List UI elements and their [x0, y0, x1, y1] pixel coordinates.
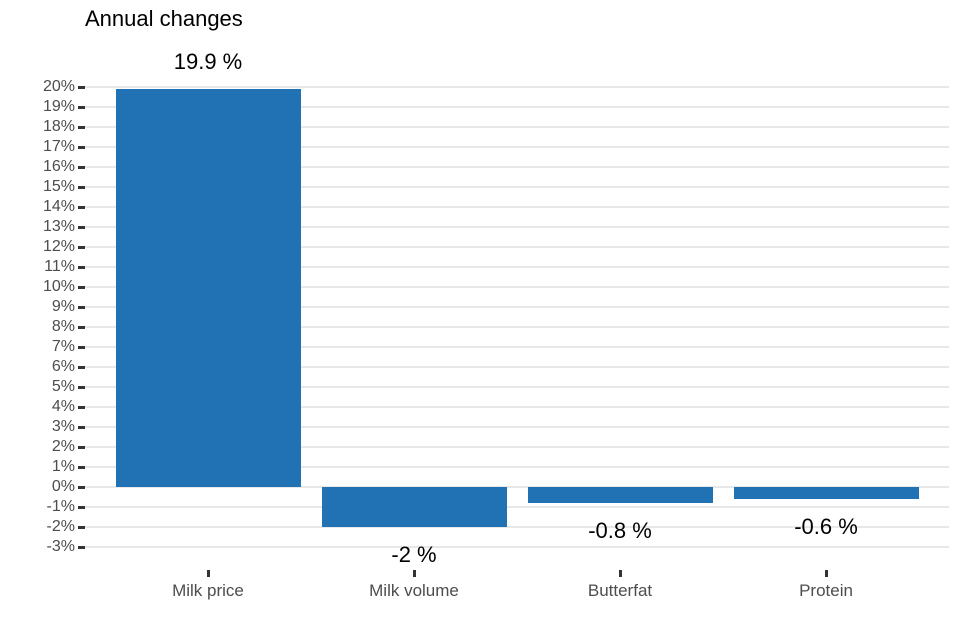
- bar-value-label: -2 %: [391, 542, 437, 567]
- y-axis-tick-label: 8%: [51, 318, 75, 335]
- gridline: [85, 166, 949, 168]
- gridline: [85, 186, 949, 188]
- x-axis-tick-label: Milk volume: [369, 581, 459, 600]
- gridline: [85, 126, 949, 128]
- gridline: [85, 466, 949, 468]
- y-axis-tick-label: 3%: [51, 418, 75, 435]
- gridline: [85, 226, 949, 228]
- y-axis-tick-label: 5%: [51, 378, 75, 395]
- y-axis-tick: [78, 486, 85, 489]
- gridline: [85, 266, 949, 268]
- y-axis-tick-label: 12%: [42, 238, 75, 255]
- gridline: [85, 106, 949, 108]
- x-axis-tick-label: Milk price: [172, 581, 244, 600]
- bar: [734, 487, 919, 499]
- y-axis-tick: [78, 546, 85, 549]
- x-axis-tick-label: Protein: [799, 581, 853, 600]
- y-axis-tick: [78, 186, 85, 189]
- gridline: [85, 386, 949, 388]
- gridline: [85, 326, 949, 328]
- bar: [528, 487, 713, 503]
- y-axis-tick: [78, 366, 85, 369]
- x-axis-tick-label: Butterfat: [587, 581, 653, 600]
- y-axis-tick-label: 6%: [51, 358, 75, 375]
- y-axis-tick: [78, 306, 85, 309]
- gridline: [85, 306, 949, 308]
- gridline: [85, 446, 949, 448]
- gridline: [85, 146, 949, 148]
- bar: [116, 89, 301, 487]
- y-axis-tick-label: 11%: [44, 258, 75, 275]
- gridline: [85, 546, 949, 548]
- y-axis-tick-label: 0%: [51, 478, 75, 495]
- y-axis-tick-label: 1%: [51, 458, 75, 475]
- gridline: [85, 526, 949, 528]
- y-axis-tick-label: 2%: [51, 438, 75, 455]
- y-axis-tick: [78, 226, 85, 229]
- gridline: [85, 206, 949, 208]
- y-axis-tick: [78, 326, 85, 329]
- y-axis-tick-label: 4%: [51, 398, 75, 415]
- y-axis-tick-label: 14%: [42, 198, 75, 215]
- gridline: [85, 366, 949, 368]
- bar: [322, 487, 507, 527]
- y-axis-tick-label: 7%: [51, 338, 75, 355]
- x-axis-tick: [207, 570, 210, 577]
- gridline: [85, 86, 949, 88]
- y-axis-tick-label: 20%: [42, 78, 75, 95]
- chart-title: Annual changes: [85, 6, 243, 31]
- x-axis-tick: [413, 570, 416, 577]
- y-axis-tick-label: 13%: [42, 218, 75, 235]
- gridline: [85, 506, 949, 508]
- gridline: [85, 426, 949, 428]
- y-axis-tick: [78, 166, 85, 169]
- y-axis-tick: [78, 446, 85, 449]
- y-axis-tick: [78, 106, 85, 109]
- y-axis-tick-label: 18%: [42, 118, 75, 135]
- y-axis-tick: [78, 126, 85, 129]
- x-axis-tick: [825, 570, 828, 577]
- y-axis-tick: [78, 386, 85, 389]
- y-axis-tick-label: 16%: [42, 158, 75, 175]
- gridline: [85, 286, 949, 288]
- y-axis-tick-label: 10%: [42, 278, 75, 295]
- y-axis-tick-label: -3%: [46, 538, 75, 555]
- gridline: [85, 486, 949, 488]
- y-axis-tick: [78, 346, 85, 349]
- bar-value-label: 19.9 %: [173, 49, 243, 74]
- gridline: [85, 406, 949, 408]
- bar-value-label: -0.6 %: [794, 514, 858, 539]
- y-axis-tick: [78, 406, 85, 409]
- y-axis-tick-label: 9%: [51, 298, 75, 315]
- y-axis-tick: [78, 286, 85, 289]
- y-axis-tick-label: -2%: [46, 518, 75, 535]
- y-axis-tick-label: -1%: [46, 498, 75, 515]
- y-axis-tick-label: 17%: [42, 138, 75, 155]
- y-axis-tick: [78, 266, 85, 269]
- y-axis-tick: [78, 466, 85, 469]
- y-axis-tick-label: 19%: [42, 98, 75, 115]
- y-axis-tick: [78, 526, 85, 529]
- bar-value-label: -0.8 %: [588, 518, 652, 543]
- y-axis-tick: [78, 86, 85, 89]
- y-axis-tick: [78, 206, 85, 209]
- gridline: [85, 246, 949, 248]
- gridline: [85, 346, 949, 348]
- x-axis-tick: [619, 570, 622, 577]
- y-axis-tick-label: 15%: [42, 178, 75, 195]
- y-axis-tick: [78, 246, 85, 249]
- y-axis-tick: [78, 426, 85, 429]
- y-axis-tick: [78, 506, 85, 509]
- y-axis-tick: [78, 146, 85, 149]
